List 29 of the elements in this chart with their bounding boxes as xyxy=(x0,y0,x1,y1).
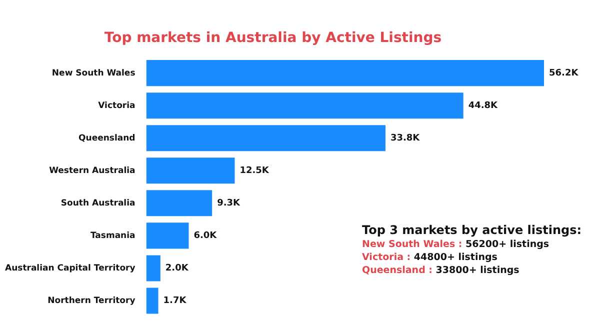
bar xyxy=(146,255,160,282)
data-label: 12.5K xyxy=(240,166,270,176)
y-tick-label: Western Australia xyxy=(49,166,136,176)
bar xyxy=(146,60,544,86)
y-tick-label: Victoria xyxy=(98,100,136,111)
y-tick-label: New South Wales xyxy=(52,68,136,78)
y-tick-label: South Australia xyxy=(60,198,136,208)
y-tick-label: Australian Capital Territory xyxy=(5,263,136,274)
bar xyxy=(146,190,212,216)
chart-title: Top markets in Australia by Active Listings xyxy=(104,30,442,46)
data-label: 2.0K xyxy=(165,264,190,274)
bar xyxy=(146,92,464,119)
data-label: 56.2K xyxy=(549,68,580,78)
y-tick-label: Queensland xyxy=(78,133,136,144)
data-label: 44.8K xyxy=(468,100,499,111)
data-label: 9.3K xyxy=(217,198,242,209)
bar xyxy=(146,158,235,184)
annotation: New South Wales : 56200+ listings xyxy=(362,238,550,251)
data-label: 33.8K xyxy=(390,133,421,144)
annotation: Victoria : 44800+ listings xyxy=(362,251,498,264)
annotation: Top 3 markets by active listings: xyxy=(362,222,582,238)
bar xyxy=(146,222,189,249)
y-tick-label: Northern Territory xyxy=(48,296,136,306)
bar xyxy=(146,125,386,152)
bar xyxy=(146,288,158,314)
data-label: 6.0K xyxy=(194,231,218,242)
y-tick-label: Tasmania xyxy=(90,230,136,241)
annotation: Queensland : 33800+ listings xyxy=(362,264,520,277)
data-label: 1.7K xyxy=(163,296,188,306)
